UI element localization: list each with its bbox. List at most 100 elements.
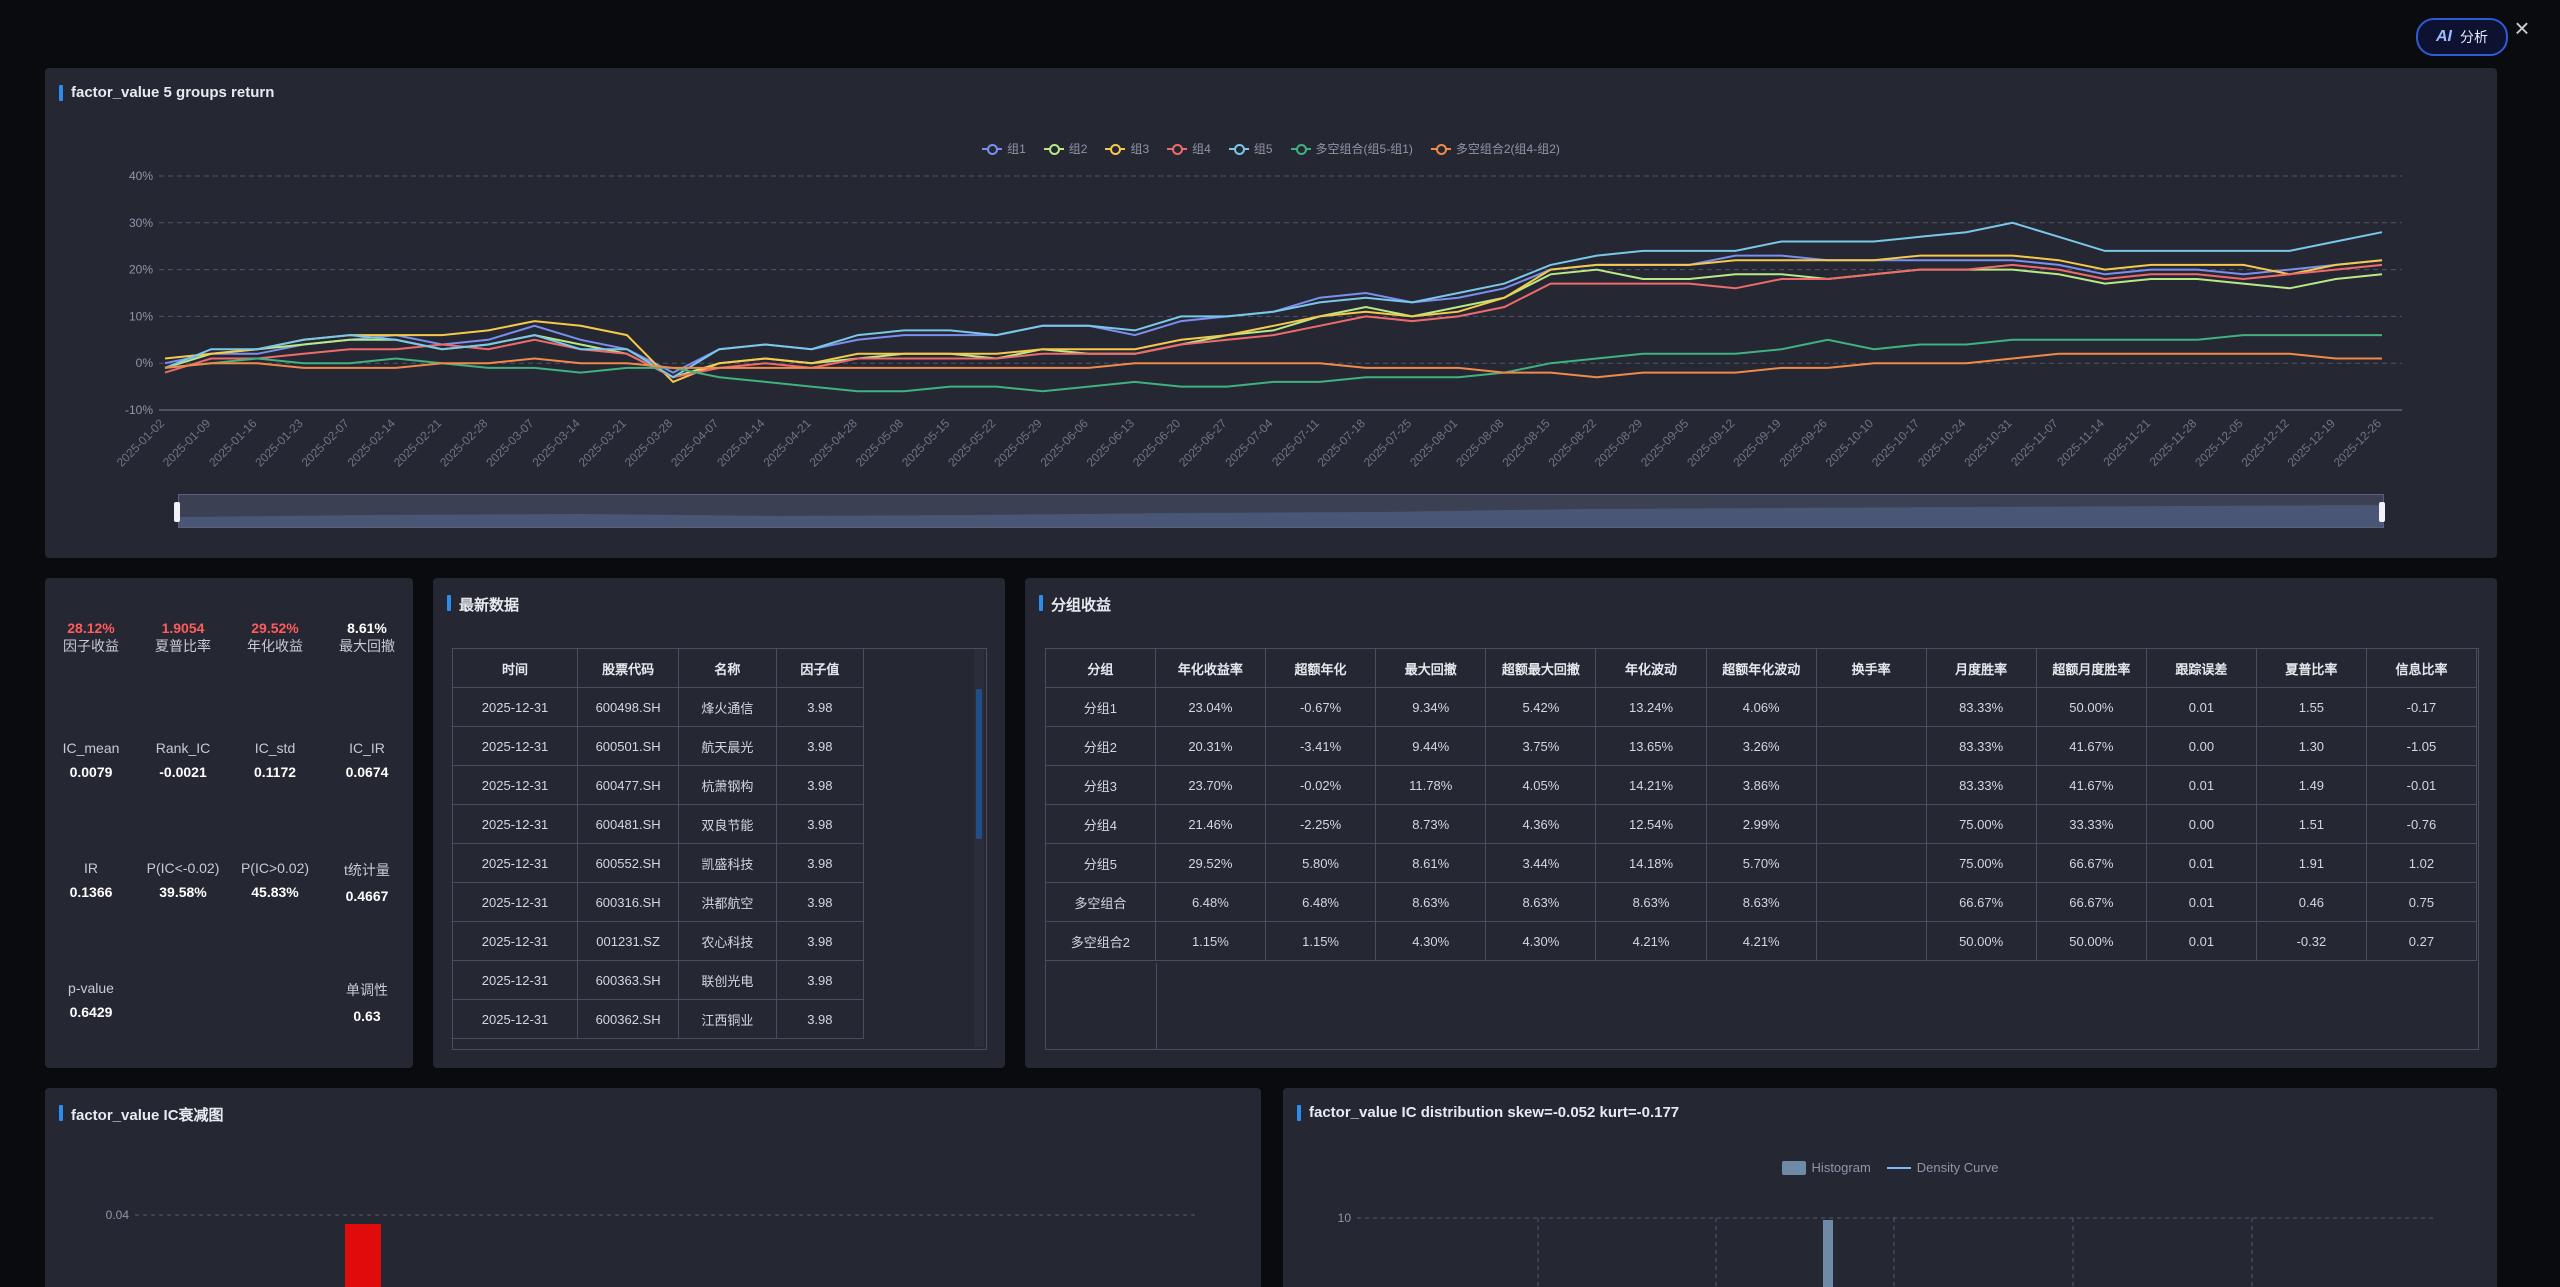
datazoom-handle-left[interactable] — [174, 502, 180, 522]
table-cell: 0.01 — [2145, 843, 2257, 883]
series-line-6 — [164, 334, 2382, 393]
legend-item-3[interactable]: 组3 — [1105, 140, 1149, 157]
table-cell: 33.33% — [2035, 804, 2147, 844]
stat-Rank_IC: Rank_IC -0.0021 — [137, 740, 229, 780]
column-header[interactable]: 信息比率 — [2365, 649, 2478, 688]
x-tick-label: 2025-03-07 — [483, 416, 537, 470]
table-cell: 50.00% — [1925, 921, 2037, 961]
legend-item-2[interactable]: 组2 — [1043, 140, 1087, 157]
x-tick-label: 2025-11-07 — [2008, 416, 2061, 469]
table-cell: 2025-12-31 — [453, 687, 579, 727]
latest-scrollbar[interactable] — [974, 649, 984, 1047]
legend-item-1[interactable]: 组1 — [982, 140, 1026, 157]
datazoom-slider[interactable] — [178, 494, 2384, 528]
stat-IC_std: IC_std 0.1172 — [229, 740, 321, 780]
x-tick-label: 2025-09-12 — [1684, 416, 1738, 470]
column-header[interactable]: 超额最大回撤 — [1485, 649, 1597, 688]
table-cell: 1.15% — [1154, 921, 1266, 961]
x-tick-label: 2025-04-07 — [668, 416, 722, 470]
x-tick-label: 2025-05-15 — [899, 416, 953, 470]
column-header[interactable]: 最大回撤 — [1375, 649, 1487, 688]
ic-decay-ytick: 0.04 — [106, 1208, 130, 1222]
table-cell: 8.63% — [1705, 882, 1817, 922]
table-cell: 83.33% — [1925, 765, 2037, 805]
column-header[interactable]: 名称 — [678, 649, 777, 688]
stat-value: 39.58% — [159, 884, 207, 900]
x-tick-label: 2025-07-04 — [1222, 416, 1276, 470]
ai-analysis-button[interactable]: AI 分析 — [2416, 18, 2508, 56]
legend-density[interactable]: Density Curve — [1886, 1160, 1998, 1175]
stat-IR: IR 0.1366 — [45, 860, 137, 900]
series-line-7 — [164, 352, 2382, 379]
column-header[interactable]: 超额年化波动 — [1705, 649, 1817, 688]
table-cell: 1.91 — [2255, 843, 2367, 883]
table-cell — [1815, 843, 1927, 883]
table-cell: 0.75 — [2365, 882, 2478, 922]
table-cell: 航天晨光 — [678, 726, 777, 766]
legend-histogram[interactable]: Histogram — [1781, 1160, 1871, 1175]
legend-swatch — [1105, 143, 1126, 155]
column-header[interactable]: 月度胜率 — [1925, 649, 2037, 688]
x-tick-label: 2025-06-27 — [1176, 416, 1230, 470]
stat-label: 年化收益 — [247, 638, 303, 654]
x-tick-label: 2025-05-08 — [853, 416, 907, 470]
latest-table-wrap: 时间 股票代码 名称 因子值 2025-12-31 600498.SH 烽火通信 3.98 20… — [452, 648, 987, 1050]
legend-item-7[interactable]: 多空组合2(组4-组2) — [1430, 140, 1560, 157]
table-row: 分组1 23.04% -0.67% 9.34% 5.42% 13.24% 4.06% 83.3… — [1046, 687, 2478, 727]
stat-夏普比率: 1.9054 夏普比率 — [137, 620, 229, 656]
table-cell: 3.98 — [775, 882, 865, 922]
table-cell: -1.05 — [2365, 726, 2478, 766]
x-tick-label: 2025-09-05 — [1638, 416, 1692, 470]
legend-item-6[interactable]: 多空组合(组5-组1) — [1290, 140, 1413, 157]
x-tick-label: 2025-10-10 — [1823, 416, 1877, 470]
x-tick-label: 2025-08-22 — [1546, 416, 1600, 470]
ic-decay-panel: factor_value IC衰减图 0.04 — [45, 1088, 1261, 1287]
column-header[interactable]: 因子值 — [775, 649, 865, 688]
table-cell: 600501.SH — [577, 726, 680, 766]
table-cell: 1.02 — [2365, 843, 2478, 883]
table-cell: 75.00% — [1925, 804, 2037, 844]
datazoom-handle-right[interactable] — [2379, 502, 2385, 522]
ic-dist-title: factor_value IC distribution skew=-0.052… — [1297, 1104, 1679, 1121]
table-cell: 3.98 — [775, 921, 865, 961]
close-icon[interactable]: × — [2514, 13, 2530, 43]
stat-p-value: p-value 0.6429 — [45, 980, 137, 1020]
table-cell: 600362.SH — [577, 999, 680, 1039]
column-header[interactable]: 跟踪误差 — [2145, 649, 2257, 688]
x-tick-label: 2025-08-08 — [1453, 416, 1507, 470]
stat-value: 0.6429 — [69, 1004, 113, 1020]
y-tick-label: 0% — [136, 356, 154, 370]
table-cell: 2025-12-31 — [453, 960, 579, 1000]
stat-value: 28.12% — [67, 620, 115, 636]
legend-item-5[interactable]: 组5 — [1228, 140, 1273, 157]
column-header[interactable]: 超额月度胜率 — [2035, 649, 2147, 688]
table-cell: 41.67% — [2035, 765, 2147, 805]
column-header[interactable]: 换手率 — [1815, 649, 1927, 688]
column-header[interactable]: 时间 — [453, 649, 579, 688]
stat-value: 0.63 — [353, 1008, 381, 1024]
legend-item-4[interactable]: 组4 — [1167, 140, 1211, 157]
column-header[interactable]: 夏普比率 — [2255, 649, 2367, 688]
ic-dist-legend: Histogram Density Curve — [1283, 1160, 2497, 1175]
table-cell: 14.18% — [1595, 843, 1707, 883]
table-cell: -0.32 — [2255, 921, 2367, 961]
table-cell — [1815, 726, 1927, 766]
table-cell: 8.63% — [1375, 882, 1487, 922]
latest-scroll-thumb[interactable] — [976, 689, 982, 839]
stat-label: IR — [84, 860, 98, 876]
table-row: 分组3 23.70% -0.02% 11.78% 4.05% 14.21% 3.86% 83.… — [1046, 765, 2478, 805]
x-tick-label: 2025-06-13 — [1084, 416, 1138, 470]
column-header[interactable]: 年化收益率 — [1154, 649, 1266, 688]
column-header[interactable]: 超额年化 — [1264, 649, 1377, 688]
stat-label: 最大回撤 — [339, 638, 395, 654]
column-header[interactable]: 分组 — [1046, 649, 1156, 688]
column-header[interactable]: 年化波动 — [1595, 649, 1707, 688]
legend-swatch — [1228, 143, 1249, 155]
x-tick-label: 2025-03-14 — [529, 416, 583, 470]
column-header[interactable]: 股票代码 — [577, 649, 680, 688]
legend-label: 组3 — [1130, 142, 1150, 156]
stat-value: 29.52% — [251, 620, 299, 636]
datazoom-preview — [179, 505, 2383, 527]
table-cell: -0.17 — [2365, 687, 2478, 727]
ic-dist-panel: factor_value IC distribution skew=-0.052… — [1283, 1088, 2497, 1287]
